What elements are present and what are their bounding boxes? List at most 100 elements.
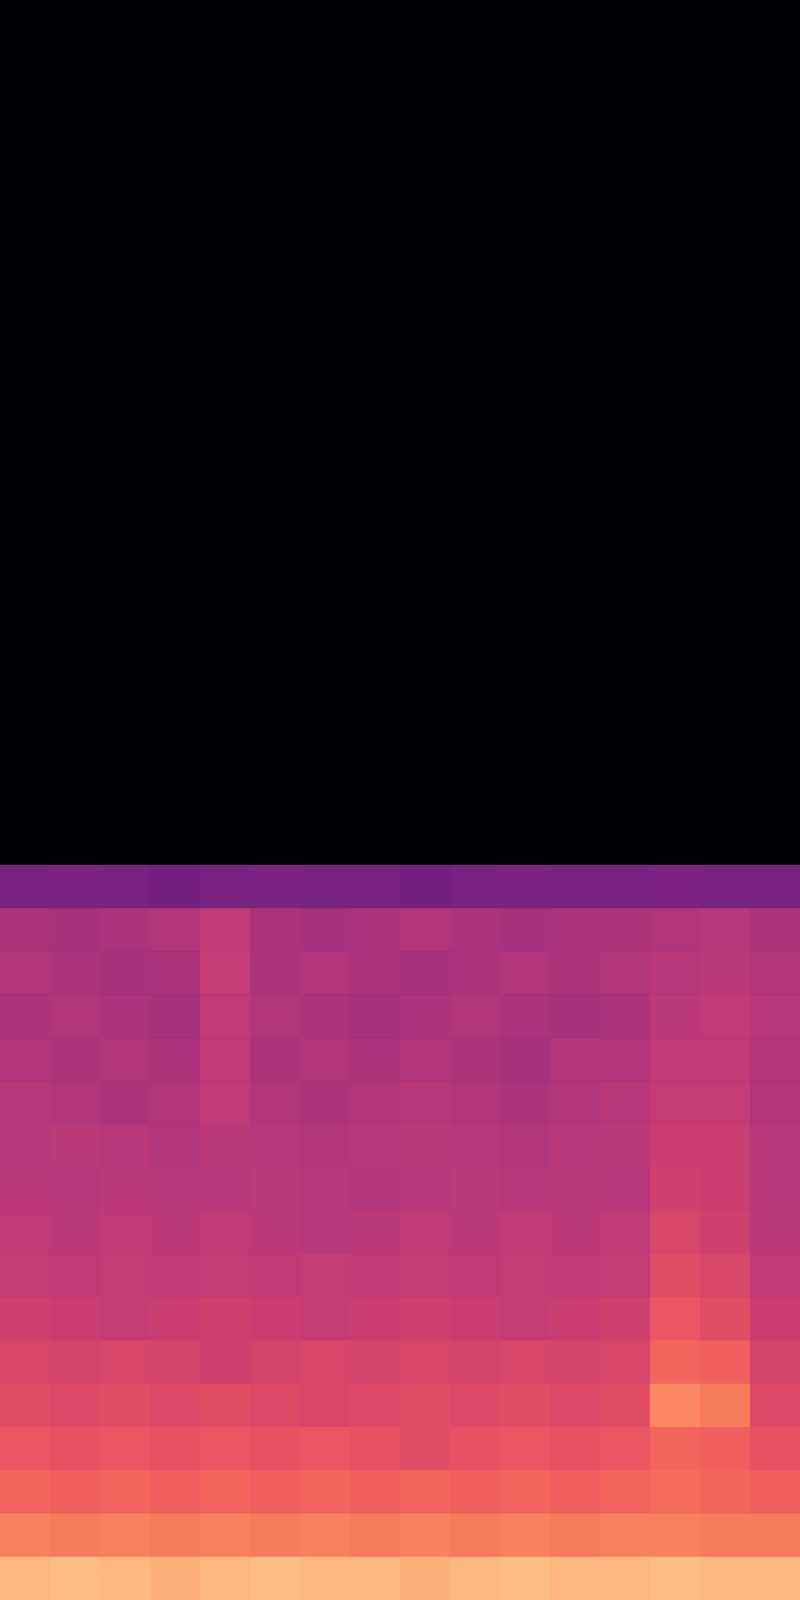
cell (150, 259, 201, 304)
cell (700, 1513, 751, 1558)
cell (50, 1297, 101, 1342)
cell (300, 1340, 351, 1385)
cell (0, 476, 51, 520)
cell (450, 951, 501, 996)
cell (400, 1254, 451, 1299)
cell (500, 1167, 551, 1212)
cell (400, 43, 451, 88)
cell (400, 172, 451, 217)
cell (50, 1124, 101, 1168)
cell (500, 216, 551, 260)
cell (400, 1556, 451, 1600)
cell (450, 1513, 501, 1558)
cell (350, 432, 401, 477)
cell (650, 1470, 701, 1515)
cell (200, 388, 251, 433)
cell (750, 994, 800, 1039)
cell (750, 735, 800, 780)
cell (750, 519, 800, 564)
cell (450, 735, 501, 780)
cell (550, 519, 601, 564)
cell (150, 1254, 201, 1299)
cell (350, 605, 401, 650)
cell (400, 432, 451, 477)
cell (300, 1211, 351, 1256)
cell (50, 562, 101, 607)
cell (300, 821, 351, 866)
cell (450, 1556, 501, 1600)
cell (150, 648, 201, 693)
cell (550, 1297, 601, 1342)
cell (700, 0, 751, 44)
cell (300, 1254, 351, 1299)
cell (700, 259, 751, 304)
cell (550, 994, 601, 1039)
cell (100, 432, 151, 477)
cell (100, 345, 151, 390)
cell (750, 0, 800, 44)
cell (300, 1037, 351, 1082)
cell (150, 562, 201, 607)
cell (350, 259, 401, 304)
cell (150, 994, 201, 1039)
cell (500, 1297, 551, 1342)
cell (200, 605, 251, 650)
cell (650, 43, 701, 88)
cell (650, 302, 701, 347)
cell (250, 259, 301, 304)
cell (600, 778, 651, 823)
cell (700, 1124, 751, 1168)
cell (700, 1340, 751, 1385)
cell (100, 129, 151, 174)
cell (350, 864, 401, 909)
cell (550, 864, 601, 909)
cell (300, 562, 351, 607)
cell (250, 519, 301, 564)
cell (100, 994, 151, 1039)
cell (450, 1254, 501, 1299)
cell (500, 692, 551, 736)
cell (500, 432, 551, 477)
cell (200, 1211, 251, 1256)
cell (0, 994, 51, 1039)
cell (200, 951, 251, 996)
cell (400, 1470, 451, 1515)
cell (100, 951, 151, 996)
cell (600, 1470, 651, 1515)
cell (650, 1513, 701, 1558)
cell (650, 0, 701, 44)
cell (550, 605, 601, 650)
cell (200, 432, 251, 477)
cell (700, 345, 751, 390)
cell (450, 1167, 501, 1212)
cell (600, 0, 651, 44)
cell (400, 1124, 451, 1168)
cell (400, 605, 451, 650)
cell (100, 1124, 151, 1168)
cell (500, 43, 551, 88)
cell (650, 1340, 701, 1385)
cell (600, 735, 651, 780)
cell (750, 864, 800, 909)
cell (500, 259, 551, 304)
cell (50, 778, 101, 823)
cell (100, 519, 151, 564)
cell (50, 1080, 101, 1125)
cell (250, 951, 301, 996)
cell (250, 1427, 301, 1472)
cell (450, 1037, 501, 1082)
cell (450, 1080, 501, 1125)
cell (400, 1167, 451, 1212)
cell (350, 1427, 401, 1472)
cell (600, 43, 651, 88)
cell (250, 908, 301, 952)
cell (600, 432, 651, 477)
cell (0, 778, 51, 823)
cell (250, 388, 301, 433)
cell (700, 562, 751, 607)
cell (600, 1340, 651, 1385)
cell (600, 1297, 651, 1342)
cell (600, 86, 651, 131)
cell (300, 86, 351, 131)
cell (100, 1080, 151, 1125)
